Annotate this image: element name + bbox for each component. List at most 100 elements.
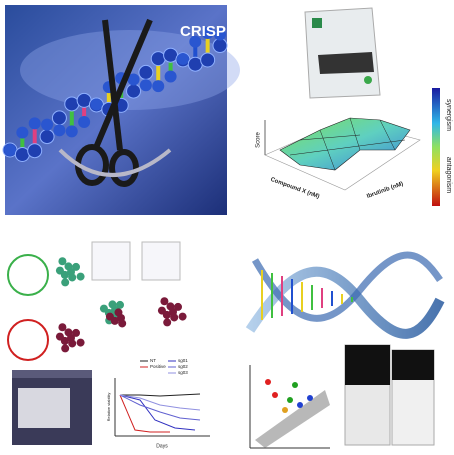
scatter-dot xyxy=(272,392,278,398)
panel-title: CRISP xyxy=(180,23,226,40)
decoration xyxy=(312,18,322,28)
instrument xyxy=(12,370,92,445)
scissors xyxy=(75,18,153,187)
cell xyxy=(118,319,127,328)
scatter-dot xyxy=(292,382,298,388)
legend-label: sg01 xyxy=(178,358,188,363)
helix-bead xyxy=(27,143,43,159)
legend-label: NT xyxy=(150,358,156,363)
axis-label: Relative viability xyxy=(106,393,111,422)
colorbar xyxy=(432,88,440,206)
decoration xyxy=(392,350,434,380)
decoration xyxy=(289,117,406,171)
helix-bead xyxy=(176,52,189,65)
decoration xyxy=(7,319,49,361)
helix-bead xyxy=(200,52,216,68)
cell xyxy=(99,304,108,313)
decoration xyxy=(119,394,170,433)
helix-bead xyxy=(64,96,80,112)
decoration xyxy=(109,149,139,187)
cell xyxy=(163,318,172,327)
cell xyxy=(178,312,187,321)
helix-bead xyxy=(65,125,78,138)
cell xyxy=(76,272,85,281)
cell xyxy=(55,332,64,341)
helix-bead xyxy=(150,51,166,67)
helix-bead xyxy=(4,144,16,156)
decoration xyxy=(255,390,330,448)
cell xyxy=(72,328,81,337)
helix-bead xyxy=(53,124,66,137)
decoration xyxy=(91,241,131,281)
helix-bead xyxy=(139,79,152,92)
legend-label: Positive xyxy=(150,364,166,369)
decoration xyxy=(318,52,374,74)
scatter-dot xyxy=(297,402,303,408)
helix-bead xyxy=(16,126,29,139)
decoration xyxy=(304,7,381,99)
helix-bead xyxy=(78,115,91,128)
decoration xyxy=(364,76,372,84)
helix-bead xyxy=(212,38,228,54)
colorbar-label: antagonism xyxy=(445,157,452,193)
line-plot xyxy=(114,378,210,437)
cell xyxy=(174,302,183,311)
cell xyxy=(160,297,169,306)
cell xyxy=(105,312,114,321)
cell xyxy=(114,308,123,317)
scatter-dot xyxy=(282,407,288,413)
decoration xyxy=(7,254,49,296)
scatter-dot xyxy=(307,395,313,401)
helix-bead xyxy=(41,118,54,131)
cell xyxy=(157,306,166,315)
helix-bead xyxy=(138,64,154,80)
scatter-plot xyxy=(249,365,330,449)
cell xyxy=(166,302,175,311)
helix-bead xyxy=(51,110,67,126)
decoration xyxy=(265,379,313,413)
helix-bead xyxy=(189,35,202,48)
crispr-panel: CRISP xyxy=(2,5,240,215)
helix-bead xyxy=(28,117,41,130)
decoration xyxy=(12,370,92,378)
sequencing-panel xyxy=(245,238,452,452)
helix-bead xyxy=(127,73,140,86)
cell xyxy=(58,323,67,332)
axis-label: Days xyxy=(156,443,168,449)
decoration xyxy=(279,117,411,171)
cell xyxy=(108,300,117,309)
helix-bead xyxy=(201,26,214,39)
decoration xyxy=(119,394,201,411)
decoration xyxy=(261,270,353,320)
decoration xyxy=(251,251,443,322)
decoration xyxy=(141,241,181,281)
helix-bead xyxy=(152,80,165,93)
decoration xyxy=(18,388,70,428)
cell xyxy=(72,262,81,271)
decoration xyxy=(120,393,201,397)
scatter-dot xyxy=(265,379,271,385)
cell xyxy=(170,313,179,322)
helix-bead xyxy=(39,129,55,145)
cell xyxy=(55,266,64,275)
helix-bead xyxy=(214,28,226,41)
cell xyxy=(76,338,85,347)
legend-label: sg03 xyxy=(178,370,188,375)
cell xyxy=(61,344,70,353)
decoration xyxy=(58,148,172,177)
cell xyxy=(61,278,70,287)
helix-bead xyxy=(90,98,103,111)
cell xyxy=(64,328,73,337)
helix-bead xyxy=(14,146,30,162)
scatter-dot xyxy=(287,397,293,403)
decoration xyxy=(92,18,153,152)
colorbar-label: synergism xyxy=(445,99,452,131)
cell xyxy=(116,300,125,309)
synergy-panel: Score Compound X (nM) Ibrutinib (nM) syn… xyxy=(245,5,452,215)
cell xyxy=(64,262,73,271)
cell xyxy=(68,273,77,282)
helix-bead xyxy=(126,83,142,99)
